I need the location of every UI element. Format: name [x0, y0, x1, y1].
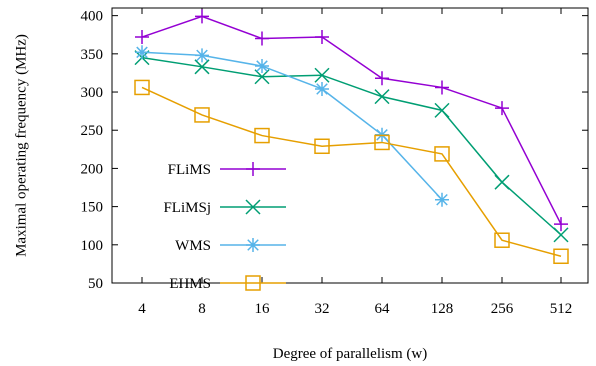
- y-tick-label: 100: [81, 238, 104, 254]
- data-point-marker: [255, 59, 269, 74]
- x-tick-label: 512: [550, 301, 573, 317]
- data-point-marker: [374, 89, 390, 105]
- data-point-marker: [435, 192, 449, 207]
- data-point-marker: [434, 102, 450, 118]
- data-point-marker: [135, 30, 149, 45]
- legend-label: WMS: [175, 238, 211, 254]
- series-flims: [135, 9, 568, 232]
- data-point-marker: [554, 217, 568, 232]
- data-point-marker: [194, 59, 210, 75]
- data-point-marker: [494, 174, 510, 190]
- legend-entry-flimsj: FLiMSj: [163, 199, 286, 216]
- data-point-marker: [246, 238, 260, 252]
- data-point-marker: [246, 162, 260, 176]
- legend-entry-ehms: EHMS: [169, 275, 286, 292]
- data-point-marker: [314, 138, 330, 155]
- data-point-marker: [314, 67, 330, 83]
- data-point-marker: [134, 79, 150, 96]
- data-point-marker: [245, 275, 261, 291]
- y-axis-label: Maximal operating frequency (MHz): [13, 34, 29, 257]
- data-point-marker: [135, 45, 149, 60]
- series-wms: [135, 45, 449, 207]
- y-tick-label: 200: [81, 161, 104, 177]
- y-tick-label: 150: [81, 200, 104, 216]
- data-point-marker: [375, 71, 389, 86]
- x-tick-label: 64: [375, 301, 391, 317]
- data-point-marker: [255, 31, 269, 46]
- legend-entry-flims: FLiMS: [168, 162, 286, 178]
- legend-label: FLiMS: [168, 162, 211, 178]
- data-point-marker: [495, 101, 509, 116]
- data-point-marker: [194, 107, 210, 123]
- data-point-marker: [315, 81, 329, 96]
- data-point-marker: [254, 69, 270, 85]
- data-point-marker: [434, 146, 450, 162]
- data-point-marker: [553, 248, 569, 265]
- plot-frame: [111, 7, 589, 284]
- series-ehms: [134, 79, 569, 265]
- legend-label: EHMS: [169, 276, 211, 292]
- x-tick-label: 128: [431, 301, 454, 317]
- data-point-marker: [195, 9, 209, 24]
- data-point-marker: [195, 48, 209, 63]
- series-line: [141, 51, 443, 201]
- x-tick-label: 4: [138, 301, 146, 317]
- axis-ticks: 50 100 150 200 250 300 350 400 4 8 16 32 64 128 256 512: [81, 8, 588, 317]
- x-tick-label: 8: [198, 301, 206, 317]
- series-line: [141, 56, 562, 236]
- data-point-marker: [245, 199, 261, 215]
- y-tick-label: 250: [81, 123, 104, 139]
- y-tick-label: 50: [88, 276, 103, 292]
- y-tick-label: 350: [81, 47, 104, 63]
- legend-label: FLiMSj: [163, 200, 211, 216]
- x-tick-label: 32: [315, 301, 330, 317]
- x-axis-label: Degree of parallelism (w): [273, 346, 428, 362]
- legend: FLiMS FLiMSj WMS EHMS: [163, 162, 286, 292]
- y-tick-label: 400: [81, 9, 104, 25]
- data-point-marker: [494, 232, 510, 248]
- y-tick-label: 300: [81, 85, 104, 101]
- data-point-marker: [435, 80, 449, 95]
- x-tick-label: 256: [491, 301, 514, 317]
- data-point-marker: [553, 227, 569, 243]
- data-point-marker: [315, 30, 329, 45]
- series-layer: [134, 9, 569, 265]
- data-point-marker: [374, 134, 390, 151]
- plot-axes: [111, 7, 589, 284]
- data-point-marker: [254, 127, 270, 144]
- x-tick-label: 16: [255, 301, 271, 317]
- legend-entry-wms: WMS: [175, 238, 286, 254]
- series-line: [141, 15, 562, 225]
- series-line: [141, 86, 562, 257]
